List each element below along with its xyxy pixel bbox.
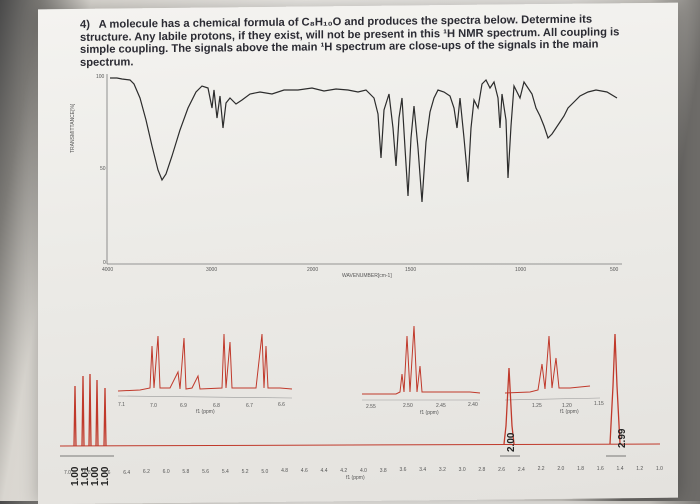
inset-aromatic-tick-1: 7.1 bbox=[118, 402, 125, 408]
nmr-x-tick: 4.4 bbox=[320, 468, 328, 475]
nmr-plot bbox=[59, 325, 661, 457]
peak-quartet-main bbox=[503, 367, 515, 445]
ir-x-tick-4000: 4000 bbox=[102, 267, 114, 273]
nmr-x-tick: 1.8 bbox=[577, 466, 585, 473]
ir-y-axis-label: TRANSMITTANCE[%] bbox=[70, 103, 76, 153]
inset-triplet-tick-3: 1.15 bbox=[594, 401, 604, 407]
peak-aromatic-d bbox=[95, 379, 99, 447]
peak-aromatic-c bbox=[88, 373, 92, 447]
inset-aromatic-tick-3: 6.9 bbox=[180, 403, 187, 409]
nmr-x-tick: 6.8 bbox=[83, 469, 91, 476]
inset-quartet-tick-1: 2.55 bbox=[366, 404, 376, 410]
nmr-x-tick: 3.2 bbox=[438, 467, 446, 474]
nmr-x-tick: 1.6 bbox=[596, 465, 604, 472]
inset-quartet bbox=[362, 325, 481, 401]
nmr-x-tick: 2.8 bbox=[478, 466, 486, 473]
inset-aromatic-tick-4: 6.8 bbox=[213, 403, 220, 409]
nmr-x-tick: 6.2 bbox=[142, 469, 150, 476]
question-body: A molecule has a chemical formula of C₈H… bbox=[80, 13, 620, 69]
inset-aromatic-axis-label: f1 (ppm) bbox=[196, 409, 215, 415]
inset-triplet-trace bbox=[504, 335, 591, 394]
nmr-x-tick: 2.6 bbox=[498, 466, 506, 473]
inset-triplet-axis-label: f1 (ppm) bbox=[560, 409, 579, 415]
nmr-x-axis-label: f1 (ppm) bbox=[346, 475, 365, 481]
nmr-x-tick: 4.2 bbox=[340, 467, 348, 474]
nmr-x-tick: 1.0 bbox=[656, 465, 663, 472]
nmr-x-tick: 7.0 bbox=[64, 470, 71, 476]
peak-aromatic-e bbox=[103, 387, 107, 447]
integral-value-6: 2.99 bbox=[617, 428, 628, 448]
nmr-x-tick: 3.4 bbox=[419, 467, 427, 474]
nmr-x-tick: 6.0 bbox=[162, 469, 170, 476]
inset-aromatic-axis bbox=[117, 395, 293, 399]
peak-triplet-main bbox=[609, 333, 621, 445]
nmr-x-tick: 5.8 bbox=[182, 469, 190, 476]
nmr-x-tick: 1.2 bbox=[636, 465, 644, 472]
question-text-block: 4) A molecule has a chemical formula of … bbox=[80, 13, 640, 69]
ir-y-tick-0: 0 bbox=[103, 260, 106, 266]
nmr-x-tick: 6.4 bbox=[123, 469, 131, 476]
nmr-x-tick: 2.2 bbox=[537, 466, 545, 473]
ir-trace bbox=[110, 77, 618, 203]
nmr-x-tick: 3.8 bbox=[379, 467, 387, 474]
inset-quartet-tick-3: 2.45 bbox=[436, 403, 446, 409]
inset-aromatic-tick-6: 6.6 bbox=[278, 402, 285, 408]
nmr-x-tick: 3.6 bbox=[399, 467, 407, 474]
nmr-x-tick: 4.6 bbox=[300, 468, 308, 475]
inset-aromatic-tick-5: 6.7 bbox=[246, 403, 253, 409]
peak-aromatic-a bbox=[73, 385, 77, 447]
nmr-x-tick: 5.4 bbox=[221, 468, 229, 475]
inset-triplet bbox=[504, 335, 601, 401]
ir-spectrum: TRANSMITTANCE[%] 100 50 0 4000 3000 2000… bbox=[62, 68, 640, 279]
ir-x-tick-2000: 2000 bbox=[307, 267, 319, 273]
nmr-x-tick: 4.8 bbox=[281, 468, 289, 475]
nmr-x-tick: 4.0 bbox=[360, 467, 367, 474]
ir-x-axis-label: WAVENUMBER[cm-1] bbox=[342, 273, 392, 279]
nmr-x-tick: 1.4 bbox=[616, 465, 624, 472]
nmr-x-tick: 5.2 bbox=[241, 468, 249, 475]
ir-plot bbox=[106, 74, 622, 265]
question-number: 4) bbox=[80, 18, 90, 31]
inset-quartet-axis-label: f1 (ppm) bbox=[420, 410, 439, 416]
nmr-baseline bbox=[59, 443, 661, 447]
ir-x-tick-1000: 1000 bbox=[515, 267, 527, 273]
integral-value-5: 2.00 bbox=[506, 432, 517, 452]
inset-quartet-trace bbox=[362, 325, 481, 395]
inset-triplet-axis bbox=[504, 397, 601, 401]
ir-x-tick-3000: 3000 bbox=[206, 267, 218, 273]
ir-x-tick-1500: 1500 bbox=[405, 267, 417, 273]
inset-aromatic-tick-2: 7.0 bbox=[150, 403, 157, 409]
inset-aromatic bbox=[117, 333, 293, 399]
h-nmr-spectrum: 7.1 7.0 6.9 6.8 6.7 6.6 f1 (ppm) 2.55 2.… bbox=[0, 276, 700, 501]
inset-aromatic-trace bbox=[117, 333, 293, 392]
nmr-main-peaks bbox=[73, 333, 621, 447]
nmr-x-tick: 2.0 bbox=[557, 466, 565, 473]
inset-triplet-tick-1: 1.25 bbox=[532, 403, 542, 409]
peak-aromatic-b bbox=[81, 375, 85, 447]
nmr-x-tick: 3.0 bbox=[458, 467, 466, 473]
ir-y-tick-100: 100 bbox=[96, 74, 105, 80]
ir-x-tick-500: 500 bbox=[610, 267, 619, 273]
inset-quartet-tick-4: 2.40 bbox=[468, 402, 478, 408]
ir-y-tick-50: 50 bbox=[100, 166, 106, 172]
nmr-x-tick: 6.6 bbox=[103, 469, 111, 476]
inset-triplet-tick-2: 1.20 bbox=[562, 403, 572, 409]
nmr-x-tick: 2.4 bbox=[517, 466, 525, 473]
inset-quartet-tick-2: 2.50 bbox=[403, 403, 413, 409]
nmr-x-tick: 5.0 bbox=[261, 468, 269, 475]
nmr-x-tick: 5.6 bbox=[202, 468, 210, 475]
